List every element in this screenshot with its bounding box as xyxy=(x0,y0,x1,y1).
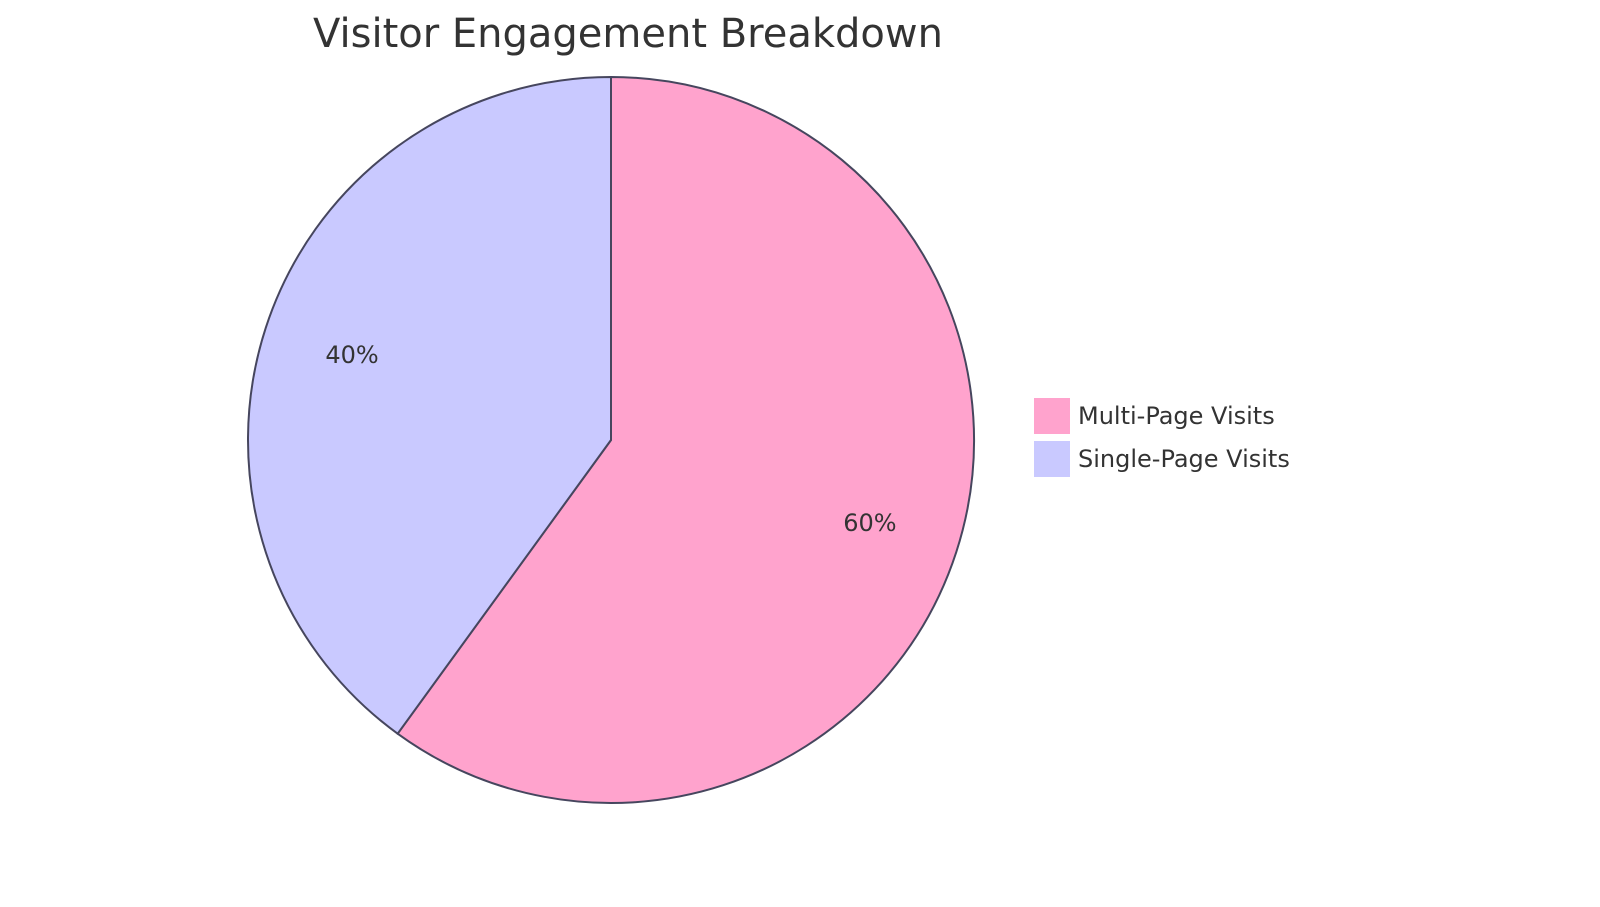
legend-swatch xyxy=(1034,441,1070,477)
pie-slice xyxy=(396,75,975,804)
legend-label: Multi-Page Visits xyxy=(1078,402,1275,430)
legend-swatch xyxy=(1034,398,1070,434)
slice-label: 40% xyxy=(325,341,378,369)
pie-slice xyxy=(247,75,612,736)
legend-label: Single-Page Visits xyxy=(1078,445,1290,473)
slice-label: 60% xyxy=(843,509,896,537)
chart-title: Visitor Engagement Breakdown xyxy=(313,11,943,57)
